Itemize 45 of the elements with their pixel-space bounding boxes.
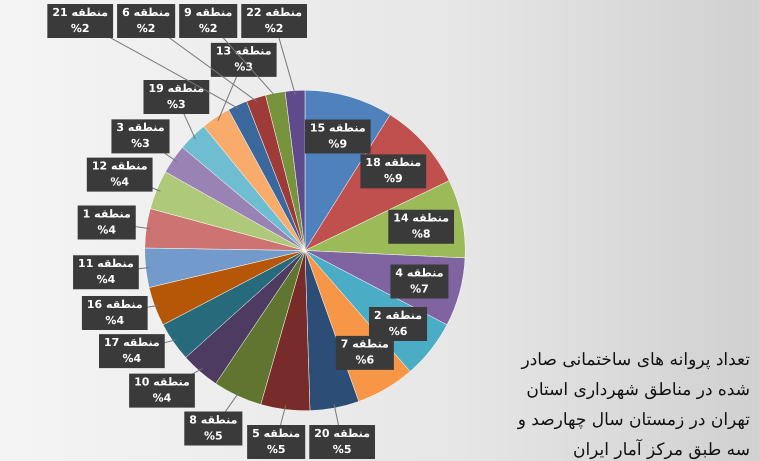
data-label: %4 [96,273,116,286]
slice-label: منطقه 14 [393,212,450,225]
slice-label: منطقه 6 [122,6,170,19]
data-label: %2 [70,22,90,35]
slice-label: منطقه 18 [365,156,422,170]
data-label: %9 [384,172,403,186]
slice-label: منطقه 9 [184,6,232,19]
slice-label: منطقه 22 [246,6,302,19]
slice-label: منطقه 11 [78,257,134,270]
data-label: %2 [264,22,284,35]
slice-label: منطقه 5 [252,426,300,440]
data-label: %2 [136,22,156,35]
slice-label: منطقه 20 [314,426,370,440]
data-label: %5 [204,429,223,442]
data-label: %4 [110,175,130,188]
slice-label: منطقه 4 [395,266,444,280]
slice-label: منطقه 1 [82,207,131,220]
data-label: %9 [328,137,348,150]
data-label: %4 [152,392,172,405]
data-label: %7 [410,282,429,296]
data-label: %5 [332,442,352,456]
data-label: %4 [122,352,142,365]
slice-label: منطقه 19 [148,82,204,95]
slice-label: منطقه 13 [216,44,272,58]
slice-label: منطقه 21 [52,6,108,19]
slice-label: منطقه 8 [189,413,238,426]
data-label: %4 [105,314,124,327]
slice-label: منطقه 16 [86,298,143,311]
data-label: %4 [97,223,116,236]
slice-label: منطقه 12 [92,159,148,172]
slice-label: منطقه 7 [340,338,389,351]
data-label: %3 [167,98,186,111]
slice-label: منطقه 17 [104,336,160,349]
data-label: %2 [198,22,218,35]
slice-label: منطقه 2 [374,308,422,322]
data-label: %5 [266,442,286,456]
data-label: %8 [412,228,431,241]
slice-label: منطقه 15 [310,121,366,134]
data-label: %3 [131,137,150,150]
slice-label: منطقه 3 [116,121,165,134]
data-label: %6 [355,354,374,367]
data-label: %3 [234,60,254,74]
slice-label: منطقه 10 [134,376,190,389]
text: تعداد پروانه های ساختمانی صادر شده در مناطق شهرداری استان تهران در زمستان سال چهارصد و سه طبق مرکز آمار ایران [516,349,750,461]
data-label: %6 [388,324,408,338]
